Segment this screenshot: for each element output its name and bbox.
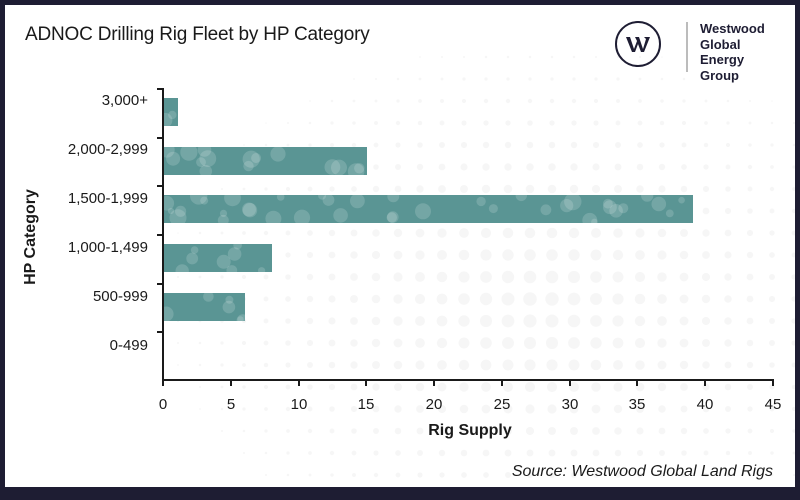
x-tick bbox=[772, 380, 774, 386]
x-tick-label: 25 bbox=[493, 396, 511, 413]
bar bbox=[164, 147, 367, 175]
x-tick bbox=[365, 380, 367, 386]
bar bbox=[164, 98, 178, 126]
x-tick bbox=[433, 380, 435, 386]
logo-text: Westwood Global Energy Group bbox=[700, 21, 785, 83]
x-tick bbox=[162, 380, 164, 386]
logo-line-1: Westwood bbox=[700, 21, 765, 36]
x-tick-label: 45 bbox=[764, 396, 782, 413]
x-tick-label: 5 bbox=[226, 396, 236, 413]
bar bbox=[164, 244, 272, 272]
y-tick bbox=[157, 283, 163, 285]
x-tick-label: 40 bbox=[696, 396, 714, 413]
y-tick bbox=[157, 234, 163, 236]
x-tick-label: 15 bbox=[357, 396, 375, 413]
y-axis-label: HP Category bbox=[22, 189, 39, 285]
y-tick bbox=[157, 331, 163, 333]
chart-title: ADNOC Drilling Rig Fleet by HP Category bbox=[25, 24, 370, 45]
category-label: 500-999 bbox=[92, 288, 148, 305]
y-axis-line bbox=[162, 88, 164, 381]
y-tick bbox=[157, 137, 163, 139]
x-tick-label: 0 bbox=[158, 396, 168, 413]
x-tick bbox=[298, 380, 300, 386]
x-tick bbox=[569, 380, 571, 386]
category-label: 2,000-2,999 bbox=[67, 141, 148, 158]
logo-divider bbox=[686, 22, 688, 72]
x-axis-line bbox=[162, 379, 774, 381]
bar bbox=[164, 195, 693, 223]
x-tick bbox=[230, 380, 232, 386]
x-tick bbox=[636, 380, 638, 386]
category-label: 0-499 bbox=[109, 337, 148, 354]
westwood-w-logo-icon bbox=[615, 21, 661, 67]
chart-panel: ADNOC Drilling Rig Fleet by HP Category … bbox=[5, 5, 795, 487]
x-tick bbox=[704, 380, 706, 386]
x-tick-label: 35 bbox=[628, 396, 646, 413]
source-note: Source: Westwood Global Land Rigs bbox=[511, 463, 773, 480]
x-tick-label: 30 bbox=[561, 396, 579, 413]
category-label: 3,000+ bbox=[101, 92, 148, 109]
x-axis-label: Rig Supply bbox=[428, 422, 512, 439]
logo-line-3: Group bbox=[700, 67, 739, 83]
x-tick-label: 20 bbox=[425, 396, 443, 413]
westwood-logo: Westwood Global Energy Group bbox=[615, 17, 785, 83]
x-tick-label: 10 bbox=[290, 396, 308, 413]
bar bbox=[164, 293, 245, 321]
logo-line-2: Global Energy bbox=[700, 36, 745, 68]
x-tick bbox=[501, 380, 503, 386]
y-tick bbox=[157, 185, 163, 187]
y-tick bbox=[157, 88, 163, 90]
category-label: 1,500-1,999 bbox=[67, 190, 148, 207]
category-label: 1,000-1,499 bbox=[67, 239, 148, 256]
